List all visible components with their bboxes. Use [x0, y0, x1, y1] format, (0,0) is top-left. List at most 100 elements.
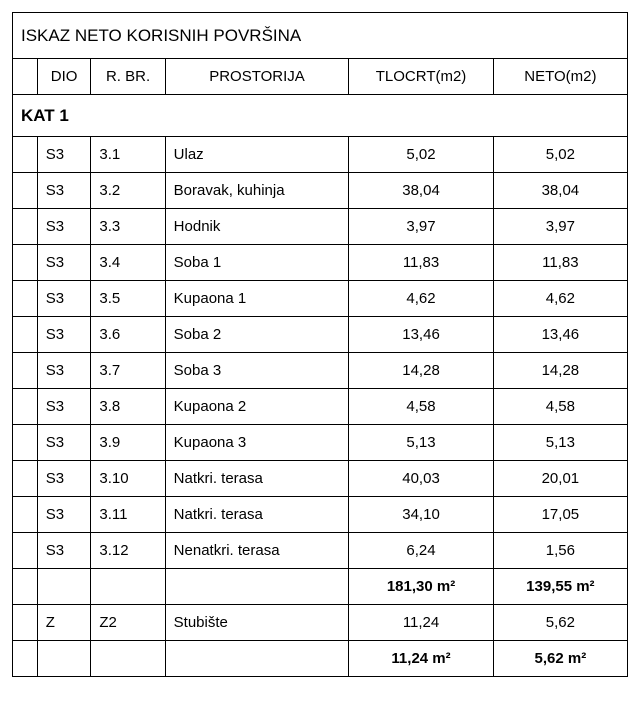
cell-dio: S3: [37, 317, 91, 353]
cell-spacer: [13, 425, 38, 461]
cell-tlocrt: 5,02: [349, 137, 493, 173]
table-row: S33.11Natkri. terasa34,1017,05: [13, 497, 628, 533]
page-title: ISKAZ NETO KORISNIH POVRŠINA: [21, 26, 301, 45]
cell-prostorija: Stubište: [165, 605, 349, 641]
cell-rbr: 3.10: [91, 461, 165, 497]
cell-neto: 11,83: [493, 245, 627, 281]
cell-tlocrt: 11,83: [349, 245, 493, 281]
cell-prostorija: Boravak, kuhinja: [165, 173, 349, 209]
cell-tlocrt: 5,13: [349, 425, 493, 461]
cell-empty: [37, 641, 91, 677]
cell-tlocrt: 3,97: [349, 209, 493, 245]
cell-empty: [165, 641, 349, 677]
cell-spacer: [13, 605, 38, 641]
cell-dio: S3: [37, 389, 91, 425]
cell-spacer: [13, 533, 38, 569]
section-label: KAT 1: [13, 95, 628, 137]
cell-rbr: 3.3: [91, 209, 165, 245]
cell-rbr: 3.9: [91, 425, 165, 461]
cell-rbr: 3.2: [91, 173, 165, 209]
cell-tlocrt: 11,24: [349, 605, 493, 641]
cell-spacer: [13, 173, 38, 209]
cell-spacer: [13, 137, 38, 173]
cell-spacer: [13, 281, 38, 317]
cell-neto: 5,13: [493, 425, 627, 461]
table-row: S33.6Soba 213,4613,46: [13, 317, 628, 353]
cell-tlocrt: 34,10: [349, 497, 493, 533]
table-row: S33.1Ulaz5,025,02: [13, 137, 628, 173]
cell-dio: S3: [37, 245, 91, 281]
cell-prostorija: Nenatkri. terasa: [165, 533, 349, 569]
cell-empty: [165, 569, 349, 605]
cell-neto: 3,97: [493, 209, 627, 245]
table-row: S33.10Natkri. terasa40,0320,01: [13, 461, 628, 497]
col-neto: NETO(m2): [493, 59, 627, 95]
header-row: DIO R. BR. PROSTORIJA TLOCRT(m2) NETO(m2…: [13, 59, 628, 95]
cell-prostorija: Hodnik: [165, 209, 349, 245]
cell-empty: [37, 569, 91, 605]
cell-tlocrt: 4,58: [349, 389, 493, 425]
subtotal-row: 181,30 m²139,55 m²: [13, 569, 628, 605]
cell-neto: 14,28: [493, 353, 627, 389]
cell-spacer: [13, 569, 38, 605]
cell-rbr: 3.1: [91, 137, 165, 173]
cell-neto: 17,05: [493, 497, 627, 533]
table-row: S33.3Hodnik3,973,97: [13, 209, 628, 245]
subtotal-neto: 5,62 m²: [493, 641, 627, 677]
subtotal-row: 11,24 m²5,62 m²: [13, 641, 628, 677]
cell-prostorija: Natkri. terasa: [165, 461, 349, 497]
cell-prostorija: Soba 1: [165, 245, 349, 281]
cell-neto: 4,62: [493, 281, 627, 317]
col-tlocrt: TLOCRT(m2): [349, 59, 493, 95]
cell-rbr: 3.11: [91, 497, 165, 533]
cell-empty: [91, 569, 165, 605]
cell-spacer: [13, 461, 38, 497]
cell-dio: S3: [37, 209, 91, 245]
cell-dio: S3: [37, 425, 91, 461]
cell-tlocrt: 40,03: [349, 461, 493, 497]
subtotal-tlocrt: 181,30 m²: [349, 569, 493, 605]
table-row: S33.5Kupaona 14,624,62: [13, 281, 628, 317]
cell-neto: 1,56: [493, 533, 627, 569]
cell-tlocrt: 13,46: [349, 317, 493, 353]
table-row: S33.8Kupaona 24,584,58: [13, 389, 628, 425]
cell-dio: S3: [37, 461, 91, 497]
cell-prostorija: Kupaona 1: [165, 281, 349, 317]
cell-dio: S3: [37, 353, 91, 389]
cell-rbr: 3.5: [91, 281, 165, 317]
cell-tlocrt: 6,24: [349, 533, 493, 569]
cell-spacer: [13, 389, 38, 425]
col-prostorija: PROSTORIJA: [165, 59, 349, 95]
cell-rbr: 3.6: [91, 317, 165, 353]
cell-spacer: [13, 317, 38, 353]
subtotal-neto: 139,55 m²: [493, 569, 627, 605]
cell-spacer: [13, 209, 38, 245]
cell-rbr: 3.7: [91, 353, 165, 389]
cell-rbr: 3.8: [91, 389, 165, 425]
table-row: ZZ2Stubište11,245,62: [13, 605, 628, 641]
cell-neto: 5,02: [493, 137, 627, 173]
title-row: ISKAZ NETO KORISNIH POVRŠINA: [13, 13, 628, 59]
cell-prostorija: Kupaona 2: [165, 389, 349, 425]
cell-prostorija: Ulaz: [165, 137, 349, 173]
cell-prostorija: Soba 2: [165, 317, 349, 353]
cell-dio: Z: [37, 605, 91, 641]
cell-prostorija: Soba 3: [165, 353, 349, 389]
cell-rbr: 3.4: [91, 245, 165, 281]
cell-neto: 4,58: [493, 389, 627, 425]
table-row: S33.7Soba 314,2814,28: [13, 353, 628, 389]
cell-empty: [91, 641, 165, 677]
table-row: S33.12Nenatkri. terasa6,241,56: [13, 533, 628, 569]
cell-tlocrt: 4,62: [349, 281, 493, 317]
cell-rbr: 3.12: [91, 533, 165, 569]
table-row: S33.2Boravak, kuhinja38,0438,04: [13, 173, 628, 209]
cell-dio: S3: [37, 533, 91, 569]
cell-spacer: [13, 641, 38, 677]
col-rbr: R. BR.: [91, 59, 165, 95]
col-spacer: [13, 59, 38, 95]
cell-dio: S3: [37, 497, 91, 533]
cell-spacer: [13, 245, 38, 281]
table-row: S33.4Soba 111,8311,83: [13, 245, 628, 281]
cell-prostorija: Natkri. terasa: [165, 497, 349, 533]
cell-spacer: [13, 497, 38, 533]
